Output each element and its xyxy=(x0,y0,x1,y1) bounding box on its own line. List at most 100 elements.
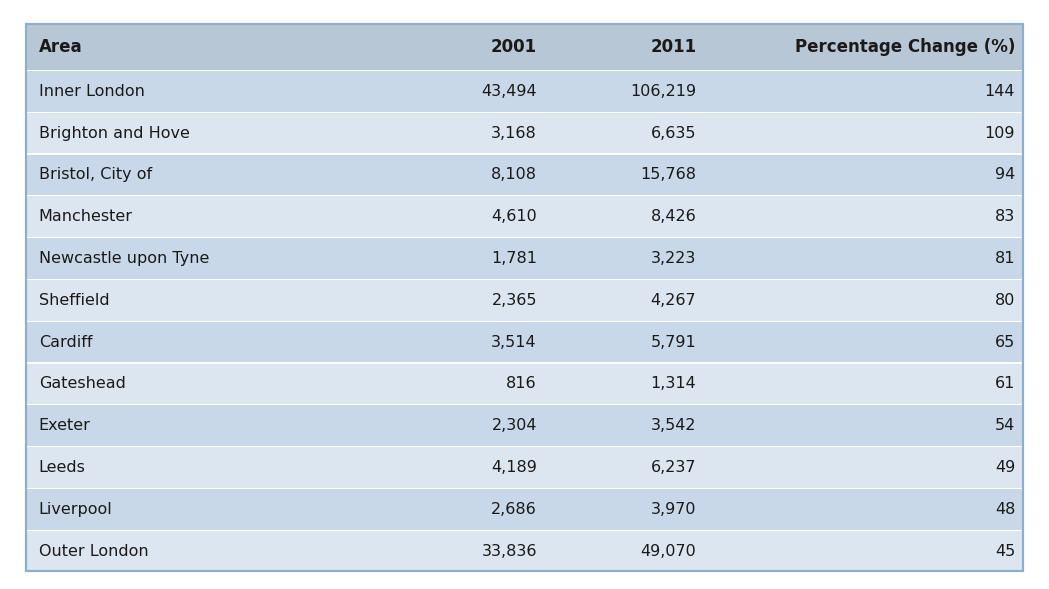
FancyBboxPatch shape xyxy=(385,405,544,446)
Text: 4,267: 4,267 xyxy=(650,293,697,308)
Text: 45: 45 xyxy=(994,544,1015,558)
FancyBboxPatch shape xyxy=(26,113,385,154)
FancyBboxPatch shape xyxy=(544,25,704,70)
FancyBboxPatch shape xyxy=(26,155,385,196)
FancyBboxPatch shape xyxy=(704,280,1023,320)
Text: 1,314: 1,314 xyxy=(650,376,697,391)
Text: 8,108: 8,108 xyxy=(491,167,537,183)
Text: 3,223: 3,223 xyxy=(651,251,697,266)
FancyBboxPatch shape xyxy=(544,113,704,154)
FancyBboxPatch shape xyxy=(385,197,544,237)
FancyBboxPatch shape xyxy=(544,71,704,112)
Text: 2,304: 2,304 xyxy=(491,418,537,433)
Text: 3,970: 3,970 xyxy=(650,502,697,517)
FancyBboxPatch shape xyxy=(385,113,544,154)
Text: Gateshead: Gateshead xyxy=(39,376,126,391)
FancyBboxPatch shape xyxy=(26,238,385,279)
FancyBboxPatch shape xyxy=(544,447,704,488)
Text: 49: 49 xyxy=(994,460,1015,475)
Text: 33,836: 33,836 xyxy=(481,544,537,558)
Text: 1,781: 1,781 xyxy=(491,251,537,266)
FancyBboxPatch shape xyxy=(26,531,385,571)
Text: Bristol, City of: Bristol, City of xyxy=(39,167,152,183)
Text: 15,768: 15,768 xyxy=(640,167,697,183)
Text: Leeds: Leeds xyxy=(39,460,86,475)
FancyBboxPatch shape xyxy=(704,447,1023,488)
Text: 3,514: 3,514 xyxy=(491,335,537,350)
Text: Area: Area xyxy=(39,38,83,57)
Text: Newcastle upon Tyne: Newcastle upon Tyne xyxy=(39,251,209,266)
Text: 3,168: 3,168 xyxy=(491,125,537,141)
Text: Outer London: Outer London xyxy=(39,544,149,558)
Text: Exeter: Exeter xyxy=(39,418,90,433)
FancyBboxPatch shape xyxy=(385,155,544,196)
FancyBboxPatch shape xyxy=(544,155,704,196)
Text: 4,610: 4,610 xyxy=(491,209,537,224)
Text: 3,542: 3,542 xyxy=(650,418,697,433)
Text: 61: 61 xyxy=(994,376,1015,391)
Text: 65: 65 xyxy=(994,335,1015,350)
Text: Inner London: Inner London xyxy=(39,84,145,99)
FancyBboxPatch shape xyxy=(704,113,1023,154)
FancyBboxPatch shape xyxy=(26,25,385,70)
FancyBboxPatch shape xyxy=(385,322,544,362)
FancyBboxPatch shape xyxy=(26,71,385,112)
FancyBboxPatch shape xyxy=(385,489,544,530)
FancyBboxPatch shape xyxy=(385,71,544,112)
FancyBboxPatch shape xyxy=(544,197,704,237)
FancyBboxPatch shape xyxy=(704,155,1023,196)
Text: Manchester: Manchester xyxy=(39,209,133,224)
Text: Percentage Change (%): Percentage Change (%) xyxy=(795,38,1015,57)
Text: 49,070: 49,070 xyxy=(641,544,697,558)
Text: Sheffield: Sheffield xyxy=(39,293,109,308)
Text: 4,189: 4,189 xyxy=(491,460,537,475)
FancyBboxPatch shape xyxy=(544,531,704,571)
FancyBboxPatch shape xyxy=(704,363,1023,404)
FancyBboxPatch shape xyxy=(544,405,704,446)
FancyBboxPatch shape xyxy=(385,531,544,571)
FancyBboxPatch shape xyxy=(385,363,544,404)
FancyBboxPatch shape xyxy=(26,197,385,237)
Text: 80: 80 xyxy=(994,293,1015,308)
Text: 106,219: 106,219 xyxy=(630,84,697,99)
FancyBboxPatch shape xyxy=(704,489,1023,530)
FancyBboxPatch shape xyxy=(704,25,1023,70)
FancyBboxPatch shape xyxy=(26,447,385,488)
FancyBboxPatch shape xyxy=(385,280,544,320)
Text: 2,365: 2,365 xyxy=(491,293,537,308)
Text: 144: 144 xyxy=(985,84,1015,99)
FancyBboxPatch shape xyxy=(544,363,704,404)
FancyBboxPatch shape xyxy=(704,197,1023,237)
Text: 54: 54 xyxy=(994,418,1015,433)
Text: 43,494: 43,494 xyxy=(481,84,537,99)
Text: 81: 81 xyxy=(994,251,1015,266)
FancyBboxPatch shape xyxy=(704,405,1023,446)
Text: 6,237: 6,237 xyxy=(650,460,697,475)
Text: 8,426: 8,426 xyxy=(650,209,697,224)
Text: 5,791: 5,791 xyxy=(650,335,697,350)
FancyBboxPatch shape xyxy=(544,280,704,320)
FancyBboxPatch shape xyxy=(26,280,385,320)
FancyBboxPatch shape xyxy=(704,531,1023,571)
FancyBboxPatch shape xyxy=(704,71,1023,112)
Text: 109: 109 xyxy=(985,125,1015,141)
FancyBboxPatch shape xyxy=(704,322,1023,362)
FancyBboxPatch shape xyxy=(26,489,385,530)
FancyBboxPatch shape xyxy=(544,489,704,530)
Text: Liverpool: Liverpool xyxy=(39,502,112,517)
FancyBboxPatch shape xyxy=(385,447,544,488)
Text: 83: 83 xyxy=(994,209,1015,224)
Text: 6,635: 6,635 xyxy=(650,125,697,141)
Text: 2001: 2001 xyxy=(491,38,537,57)
FancyBboxPatch shape xyxy=(26,405,385,446)
Text: 2,686: 2,686 xyxy=(491,502,537,517)
Text: 816: 816 xyxy=(507,376,537,391)
FancyBboxPatch shape xyxy=(26,322,385,362)
Text: Brighton and Hove: Brighton and Hove xyxy=(39,125,190,141)
FancyBboxPatch shape xyxy=(385,238,544,279)
FancyBboxPatch shape xyxy=(704,238,1023,279)
FancyBboxPatch shape xyxy=(544,238,704,279)
Text: Cardiff: Cardiff xyxy=(39,335,92,350)
FancyBboxPatch shape xyxy=(544,322,704,362)
FancyBboxPatch shape xyxy=(26,363,385,404)
